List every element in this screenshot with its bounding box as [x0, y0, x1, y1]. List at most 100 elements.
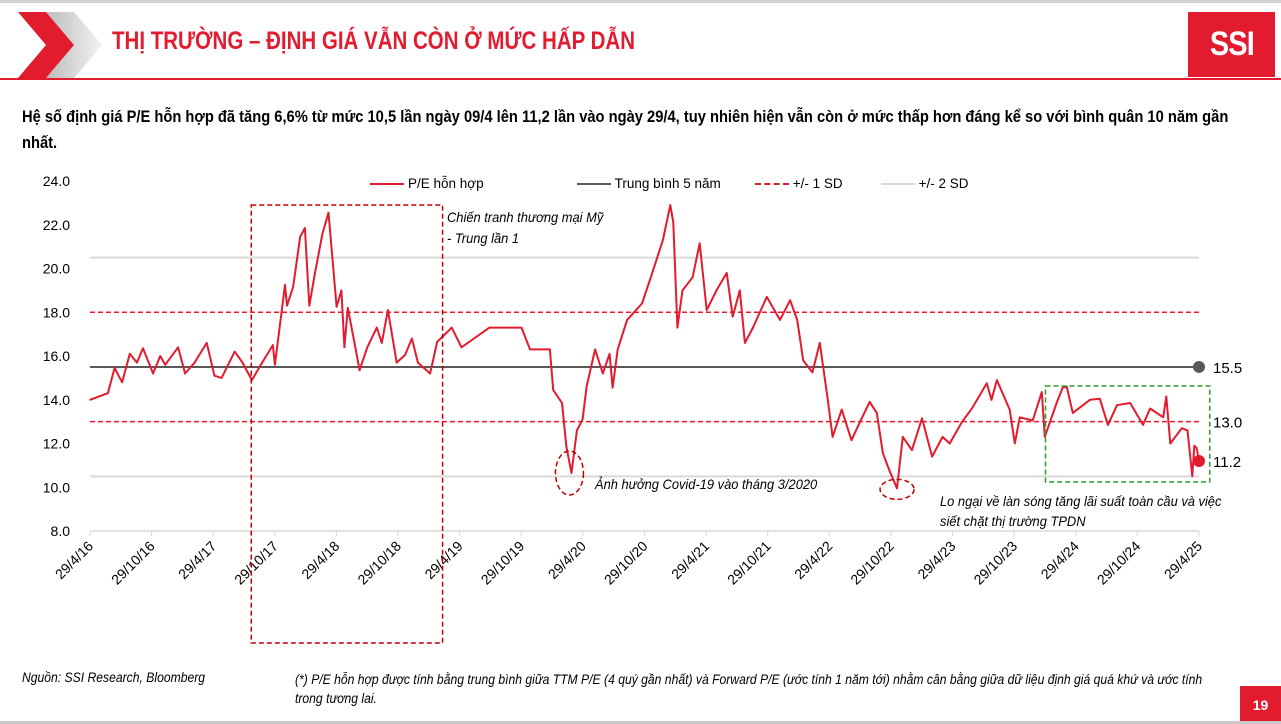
pe-data-point	[731, 315, 734, 318]
pe-data-point	[766, 296, 768, 298]
pe-data-point	[725, 272, 728, 274]
pe-data-point	[641, 302, 643, 305]
x-tick-label: 29/4/20	[545, 538, 589, 582]
pe-data-point	[121, 381, 123, 384]
pe-data-point	[381, 342, 383, 344]
end-labels: 15.5 13.0 11.2	[1193, 360, 1242, 471]
pe-data-point	[429, 372, 431, 375]
pe-data-point	[941, 436, 944, 438]
pe-data-point	[1044, 436, 1046, 438]
annotation-shapes	[250, 204, 1211, 644]
legend-label-mean: Trung bình 5 năm	[614, 176, 721, 191]
legend-item-1sd: +/- 1 SD	[754, 176, 843, 191]
pe-data-point	[184, 372, 186, 375]
pe-series-line	[89, 204, 1200, 490]
x-tick-label: 29/4/23	[914, 538, 958, 582]
pe-data-point	[1195, 447, 1198, 449]
legend-label-1sd: +/- 1 SD	[792, 176, 843, 191]
pe-data-point	[417, 361, 419, 364]
y-axis-labels: 8.0 10.0 12.0 14.0 16.0 18.0 20.0 22.0 24.0	[43, 173, 70, 539]
page-number: 19	[1240, 686, 1281, 724]
y-tick-label: 14.0	[43, 392, 70, 408]
pe-data-point	[1191, 475, 1194, 478]
pe-data-point	[739, 289, 741, 292]
x-tick-label: 29/4/16	[52, 538, 96, 582]
pe-data-point	[549, 348, 551, 351]
pe-data-point	[1116, 404, 1118, 407]
pe-data-point	[89, 398, 91, 401]
pe-data-point	[529, 348, 531, 351]
pe-data-point	[272, 344, 274, 346]
pe-data-point	[284, 284, 286, 286]
pe-data-point	[274, 363, 276, 366]
reference-lines	[90, 256, 1199, 478]
pe-data-point	[353, 342, 356, 344]
mean-end-label: 15.5	[1213, 360, 1242, 377]
pe-data-point	[831, 436, 834, 438]
pe-data-point	[314, 272, 316, 274]
x-tick-label: 29/10/20	[601, 538, 651, 588]
pe-data-point	[676, 326, 679, 329]
pe-data-point	[826, 396, 829, 399]
pe-data-point	[840, 408, 843, 411]
pe-data-point	[177, 346, 179, 349]
pe-data-point	[152, 372, 154, 375]
pe-data-point	[193, 361, 196, 364]
pe-data-point	[1180, 427, 1183, 429]
pe-data-point	[715, 289, 718, 292]
pe-data-point	[304, 227, 306, 229]
annotation-rates: Lo ngại về làn sóng tăng lãi suất toàn c…	[940, 491, 1221, 531]
pe-data-point	[585, 385, 588, 388]
trade-war-box	[250, 204, 444, 644]
last-value-dot	[1193, 455, 1205, 467]
pe-data-point	[136, 361, 138, 364]
pe-data-point	[1169, 442, 1172, 445]
pe-data-point	[107, 392, 109, 394]
x-axis: 29/4/16 29/10/16 29/4/17 29/10/17 29/4/18 29/…	[52, 530, 1205, 588]
x-tick-label: 29/10/16	[108, 538, 158, 588]
pe-data-point	[1165, 395, 1168, 398]
pe-data-point	[1142, 424, 1144, 426]
pe-data-point	[779, 319, 781, 321]
pe-data-point	[375, 326, 378, 329]
minus-1sd-end-label: 13.0	[1213, 415, 1242, 432]
pe-data-point	[520, 326, 523, 329]
pe-data-point	[752, 326, 754, 329]
pe-data-point	[850, 439, 853, 442]
pe-data-point	[1129, 402, 1131, 404]
legend-item-2sd: +/- 2 SD	[880, 176, 969, 191]
pe-data-point	[565, 445, 568, 448]
pe-data-point	[948, 442, 951, 445]
pe-data-point	[796, 319, 798, 321]
source-note: Nguồn: SSI Research, Bloomberg	[22, 670, 206, 685]
pe-data-point	[931, 455, 933, 458]
pe-data-point	[552, 389, 555, 391]
y-tick-label: 16.0	[43, 348, 70, 364]
pe-data-point	[436, 340, 438, 343]
covid-ellipse	[554, 450, 585, 496]
pe-data-point	[113, 367, 116, 369]
annotation-trade-war-line1: Chiến tranh thương mại Mỹ	[447, 209, 604, 225]
pe-data-point	[346, 307, 349, 309]
pe-data-point	[882, 452, 884, 455]
slide-subtitle: Hệ số định giá P/E hỗn hợp đã tăng 6,6% …	[22, 107, 1229, 152]
pe-data-point	[1040, 391, 1043, 393]
x-tick-label: 29/4/18	[298, 538, 342, 582]
header-divider	[0, 78, 1281, 80]
pe-data-point	[561, 402, 563, 404]
pe-data-point	[1013, 442, 1016, 445]
x-tick-label: 29/4/17	[175, 538, 219, 582]
pe-data-point	[985, 382, 988, 385]
pe-data-point	[996, 379, 998, 381]
pe-data-point	[299, 235, 301, 238]
top-border	[0, 0, 1281, 3]
rates-ellipse	[879, 478, 915, 501]
pe-data-point	[445, 332, 448, 334]
legend-swatch-1sd	[754, 182, 789, 185]
pe-data-point	[602, 372, 604, 375]
legend-item-pe: P/E hỗn hợp	[370, 176, 484, 191]
pe-data-point	[594, 348, 596, 351]
pe-data-point	[744, 342, 746, 344]
mean-end-dot	[1193, 360, 1205, 373]
pe-data-point	[698, 242, 701, 245]
